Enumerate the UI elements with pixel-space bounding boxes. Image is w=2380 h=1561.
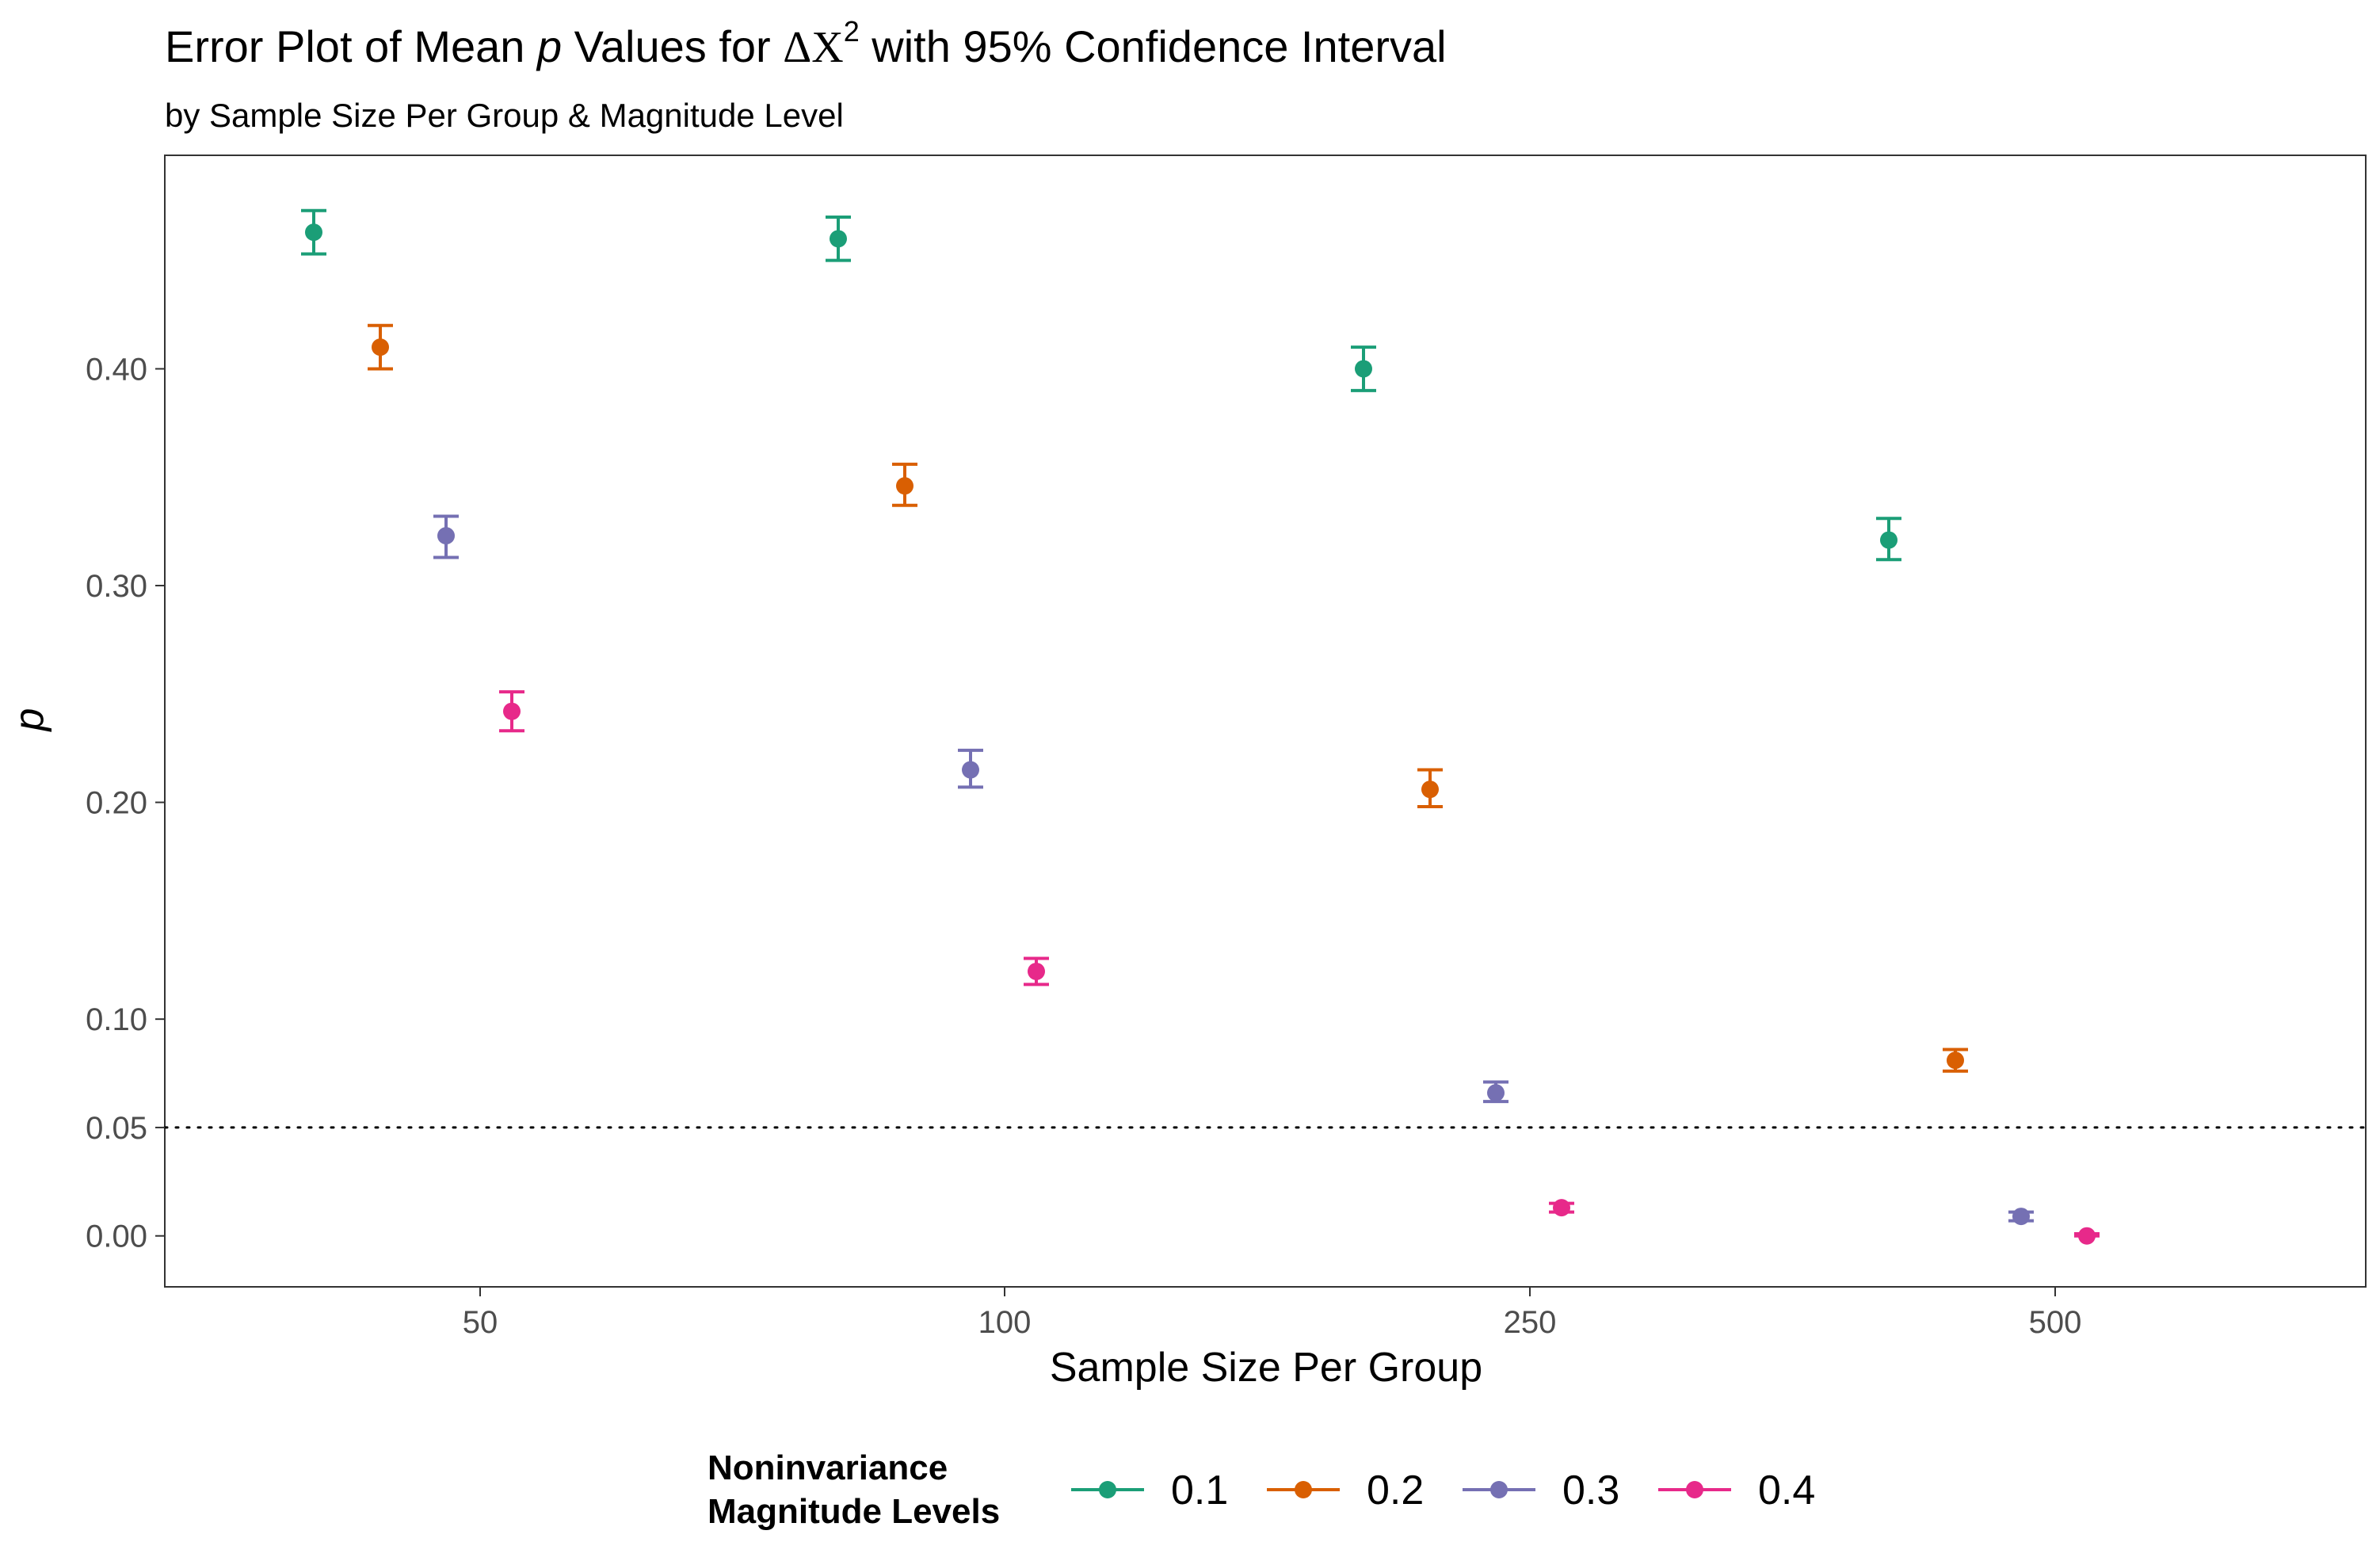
data-point	[1487, 1084, 1505, 1102]
data-point	[896, 477, 913, 495]
data-point	[1028, 962, 1045, 980]
legend-label: 0.4	[1758, 1467, 1815, 1513]
legend-item-0.4: 0.4	[1658, 1467, 1815, 1513]
y-axis-title: p	[6, 708, 52, 733]
legend-label: 0.2	[1367, 1467, 1424, 1513]
y-tick-label: 0.20	[86, 786, 147, 821]
plot-panel	[164, 155, 2367, 1288]
data-point	[2012, 1208, 2030, 1226]
legend-label: 0.3	[1562, 1467, 1619, 1513]
legend-key-point	[1686, 1481, 1703, 1498]
legend-key-point	[1099, 1481, 1116, 1498]
series-0.4	[499, 690, 2100, 1245]
series-0.3	[433, 514, 2034, 1226]
data-point	[830, 230, 847, 248]
y-tick-label: 0.10	[86, 1002, 147, 1037]
x-tick-label: 500	[2029, 1305, 2082, 1340]
x-tick-label: 250	[1504, 1305, 1557, 1340]
legend-item-0.3: 0.3	[1463, 1467, 1619, 1513]
chart-subtitle: by Sample Size Per Group & Magnitude Lev…	[165, 97, 844, 134]
y-tick-label: 0.40	[86, 352, 147, 387]
y-tick-label: 0.00	[86, 1219, 147, 1254]
data-point	[437, 527, 455, 545]
data-point	[1553, 1199, 1570, 1217]
x-axis-title: Sample Size Per Group	[1050, 1345, 1482, 1391]
x-tick-label: 50	[463, 1305, 498, 1340]
legend-item-0.2: 0.2	[1267, 1467, 1424, 1513]
data-point	[1421, 780, 1439, 799]
x-tick-label: 100	[978, 1305, 1032, 1340]
y-tick-label: 0.05	[86, 1111, 147, 1146]
data-marks	[301, 208, 2100, 1245]
data-point	[1880, 531, 1898, 549]
chart-title: Error Plot of Mean p Values for ΔX2 with…	[165, 15, 1447, 72]
legend-key-point	[1295, 1481, 1312, 1498]
x-axis: 50 100 250 500	[463, 1287, 2082, 1340]
data-point	[1355, 360, 1372, 378]
legend-title-line1: Noninvariance	[708, 1448, 948, 1487]
panel-border	[164, 155, 2367, 1288]
data-point	[1947, 1051, 1964, 1070]
legend-items: 0.1 0.2 0.3 0.4	[1071, 1467, 1815, 1513]
data-point	[305, 223, 322, 242]
y-axis: 0.00 0.05 0.10 0.20 0.30 0.40	[86, 352, 165, 1254]
data-point	[2078, 1227, 2096, 1245]
legend-item-0.1: 0.1	[1071, 1467, 1228, 1513]
y-tick-label: 0.30	[86, 569, 147, 604]
legend: Noninvariance Magnitude Levels 0.1 0.2 0.3…	[708, 1448, 1815, 1531]
data-point	[372, 338, 389, 357]
legend-title-line2: Magnitude Levels	[708, 1492, 1000, 1531]
legend-key-point	[1490, 1481, 1508, 1498]
legend-label: 0.1	[1171, 1467, 1228, 1513]
data-point	[503, 702, 521, 720]
series-0.2	[368, 323, 1968, 1073]
series-0.1	[301, 208, 1901, 562]
data-point	[962, 761, 979, 779]
